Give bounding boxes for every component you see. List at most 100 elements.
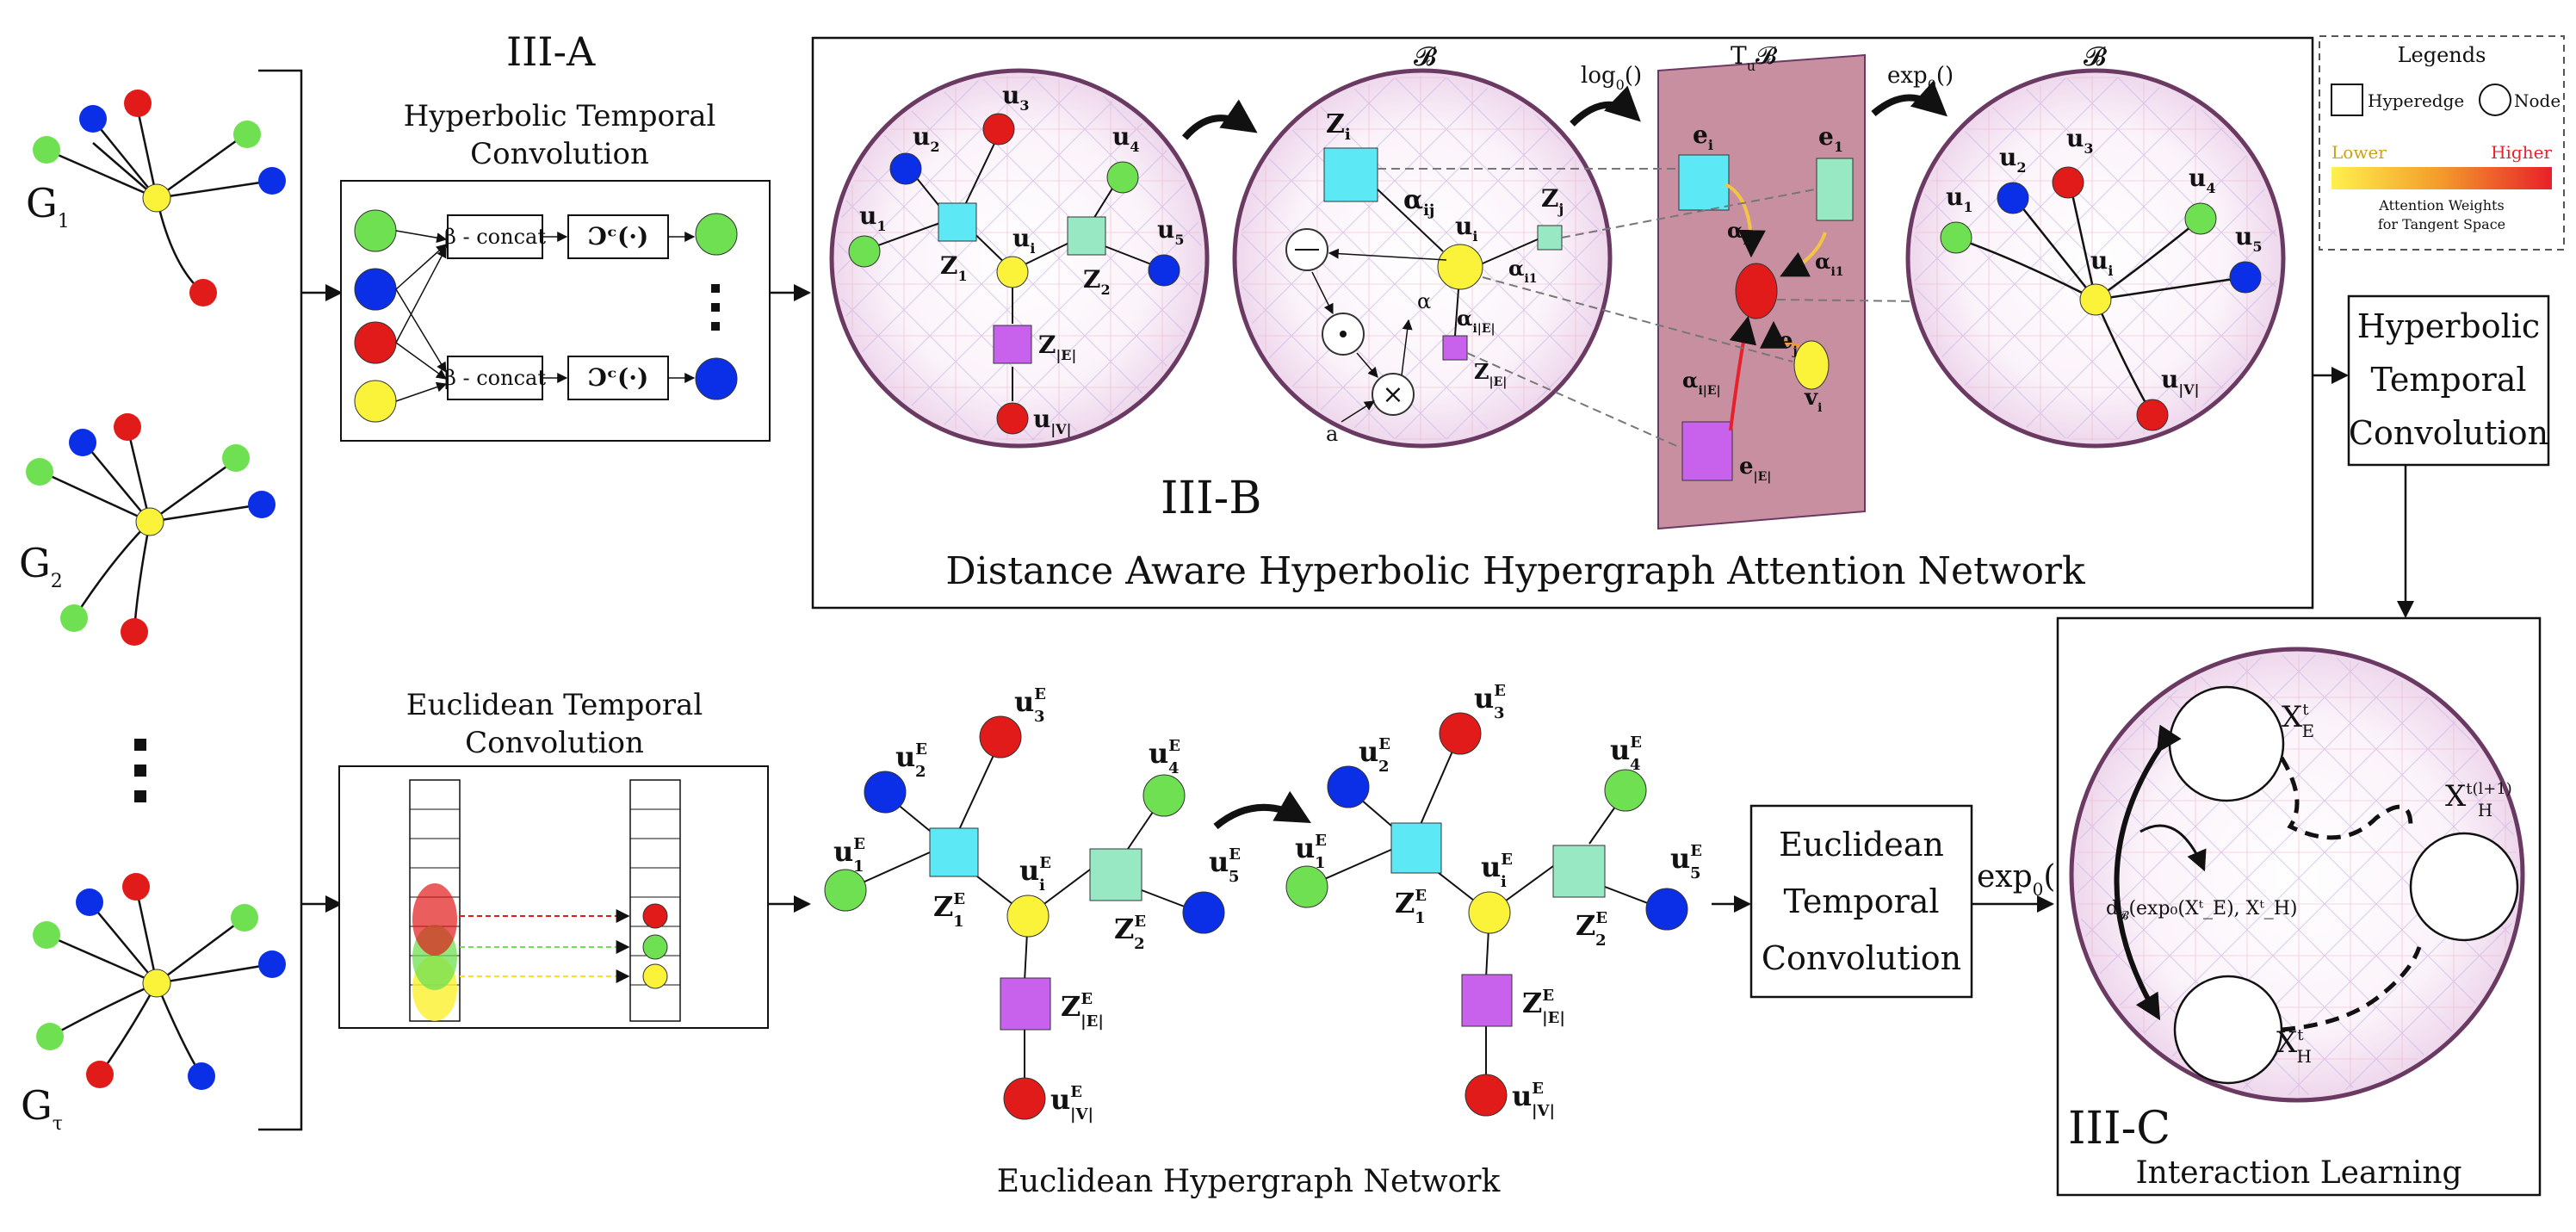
hyp-tc-title-1: Hyperbolic Temporal [404,99,716,133]
log-map-arrow [1570,85,1641,127]
snapshot-gt-label: Gτ [21,1082,63,1135]
xh-region [2173,975,2283,1085]
svg-text:XtH: Xt H [2276,1025,2312,1067]
euc-temporal-conv-box: Euclidean Temporal Convolution [1749,804,1973,999]
transition-arrow-2 [1213,790,1311,830]
svg-text:ej: ej [1779,328,1798,358]
svg-text:Zj: Zj [1541,184,1564,217]
node-legend-swatch [2479,84,2511,116]
snapshot-g2-label: G2 [19,540,63,592]
svg-text:Z1: Z1 [940,251,968,284]
svg-text:u1: u1 [859,201,887,234]
svg-text:uEi: uE i [1481,851,1513,891]
svg-text:Convolution: Convolution [1762,939,1961,977]
tangent-space-plane: Tu𝓑 ei e1 αij αi1 ej αi|E| vi e|E| [1657,41,1866,530]
svg-text:Z2: Z2 [1083,265,1111,298]
section-label-iii-a: III-A [506,28,596,75]
hyp-temporal-conv-box: Hyperbolic Temporal Convolution [2347,294,2550,467]
svg-text:ui: ui [1455,212,1477,245]
euclidean-hypergraph-1: uE 1 uE 2 uE 3 uE 4 uE 5 uE i uE |V| ZE 1 ZE 2 ZE… [824,685,1241,1124]
svg-text:αi1: αi1 [1508,256,1538,286]
legend-hyperedge: Hyperedge [2368,90,2464,111]
legend-node: Node [2514,90,2561,111]
exp-label: exp0() [1977,859,2067,900]
svg-text:𝓑: 𝓑 [2084,42,2107,72]
euc-temporal-conv-block [338,765,769,1029]
interaction-ball: Xt E Xt(l+1) H Xt H d𝓑(exp₀(Xᵗ_E), Xᵗ_H) [2069,647,2525,1103]
euc-tc-title-2: Convolution [465,726,644,760]
snapshot-gt: Gτ [21,873,286,1135]
svg-text:α: α [1417,289,1431,313]
svg-text:Temporal: Temporal [1783,882,1939,920]
dahhan-title: Distance Aware Hyperbolic Hypergraph Att… [945,549,2085,593]
hyperedge-legend-swatch [2331,84,2363,116]
distance-formula: d𝓑(exp₀(Xᵗ_E), Xᵗ_H) [2106,898,2298,923]
svg-text:vi: vi [1804,385,1822,415]
svg-text:u4: u4 [1112,122,1140,155]
hyp-conv-op-1: Ɔᶜ(·) [588,222,649,251]
hyp-temporal-conv-block: β - concat β - concat Ɔᶜ(·) Ɔᶜ(·) [340,180,771,442]
svg-text:ui: ui [1012,224,1035,257]
svg-text:uE2: uE 2 [1359,735,1390,776]
xh-next-region [2409,832,2519,942]
legend-caption-2: for Tangent Space [2378,216,2505,232]
svg-text:×: × [1382,380,1403,410]
exp-map-label: exp0() [1887,63,1954,93]
svg-text:e1: e1 [1818,122,1843,155]
svg-text:ZE|E|: ZE |E| [1061,990,1104,1031]
node-blue [79,105,107,133]
node-red [189,279,217,306]
svg-text:Euclidean: Euclidean [1779,826,1944,864]
ball-label-b-2: 𝓑 [1414,42,1437,72]
svg-text:u1: u1 [1946,183,1973,215]
svg-text:uE1: uE 1 [833,835,865,876]
legend-higher: Higher [2491,142,2552,163]
legend-box: Legends Hyperedge Node Lower Higher Atte… [2319,35,2565,251]
hyp-tc-title-2: Convolution [470,137,649,171]
svg-text:αi|E|: αi|E| [1457,306,1495,336]
svg-text:uEi: uE i [1019,854,1051,895]
hyp-conv-op-2: Ɔᶜ(·) [588,363,649,392]
poincare-ball-1: u1 u2 u3 u4 u5 ui u|V| Z1 Z2 Z|E| [829,68,1210,449]
svg-text:uE|V|: uE |V| [1050,1083,1093,1124]
snapshot-g1: G1 [26,90,286,306]
svg-text:αi|E|: αi|E| [1682,368,1721,398]
svg-text:ZE1: ZE 1 [933,890,965,931]
interaction-title: Interaction Learning [2135,1155,2461,1191]
svg-text:u|V|: u|V| [1033,405,1071,437]
svg-text:e|E|: e|E| [1739,454,1771,484]
transition-arrow-1 [1181,99,1258,140]
euclidean-hypergraph-2: uE 1 uE 2 uE 3 uE 4 uE 5 uE i uE |V| ZE 1 ZE 2 ZE… [1285,682,1702,1120]
svg-text:uE1: uE 1 [1295,832,1327,872]
svg-text:u4: u4 [2189,164,2216,196]
legend-caption-1: Attention Weights [2378,197,2504,214]
beta-concat-1: β - concat [444,225,546,249]
poincare-ball-3: 𝓑 u1 u2 u3 u4 u5 ui u|V| [1905,42,2286,449]
svg-text:Zi: Zi [1326,109,1351,144]
svg-text:uE3: uE 3 [1014,685,1046,726]
ellipsis-dots [134,739,146,802]
svg-text:Xt(l+1)H: Xt(l+1) H [2445,779,2512,820]
svg-text:ZE2: ZE 2 [1576,909,1607,950]
snapshot-g1-label: G1 [26,180,70,232]
svg-text:u2: u2 [913,122,940,155]
attention-gradient-bar [2331,167,2552,189]
snapshot-g2: G2 [19,413,276,646]
svg-text:αi1: αi1 [1815,249,1844,279]
legend-lower: Lower [2331,142,2387,163]
svg-text:Convolution: Convolution [2349,414,2548,452]
svg-text:u5: u5 [2235,222,2263,255]
svg-text:Z|E|: Z|E| [1474,359,1507,389]
svg-text:XtE: Xt E [2282,700,2314,741]
svg-text:uE5: uE 5 [1209,845,1241,886]
node-green [233,121,261,148]
svg-text:αij: αij [1727,218,1752,248]
svg-text:ZE1: ZE 1 [1395,887,1427,927]
euc-tc-title-1: Euclidean Temporal [406,688,703,722]
exp-map-arrow [1871,80,1947,117]
svg-text:u3: u3 [2066,124,2094,157]
svg-text:u3: u3 [1002,81,1030,114]
svg-text:Temporal: Temporal [2370,361,2526,399]
svg-text:uE5: uE 5 [1670,842,1702,882]
